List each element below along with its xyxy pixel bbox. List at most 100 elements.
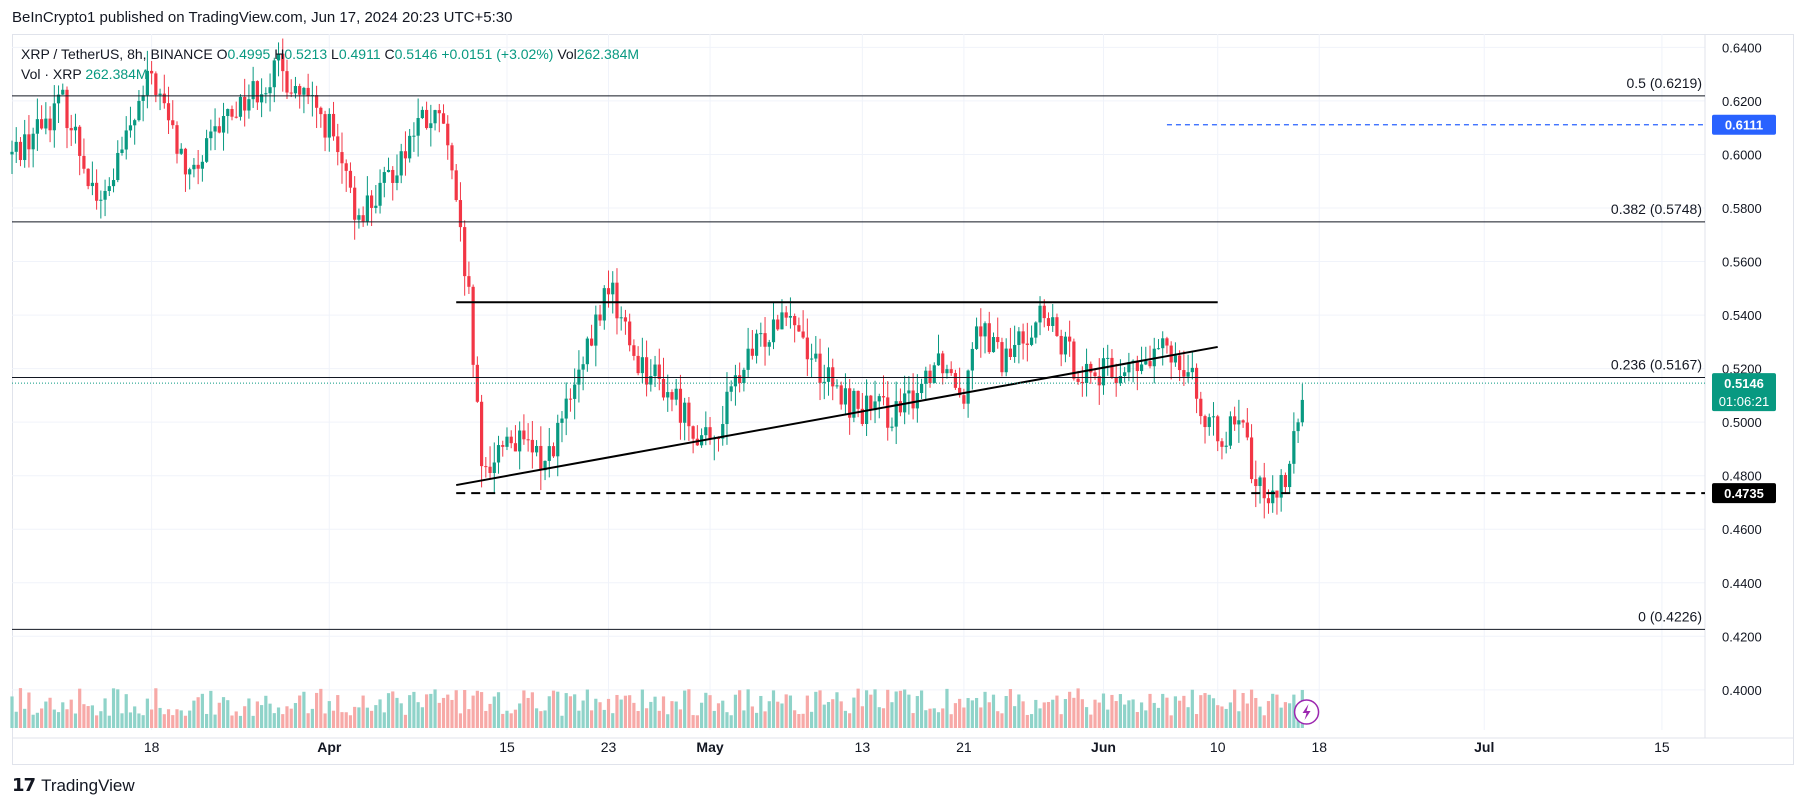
- candle-body: [179, 148, 183, 154]
- volume-bar: [814, 691, 818, 728]
- candle-body: [488, 466, 492, 474]
- candle-body: [1220, 441, 1224, 447]
- volume-bar: [695, 715, 699, 728]
- candle-body: [1216, 416, 1220, 442]
- volume-bar: [344, 712, 348, 728]
- volume-bar: [501, 713, 505, 728]
- candle-body: [534, 445, 539, 453]
- candle-body: [403, 151, 408, 159]
- price-badge-label: 0.6111: [1725, 118, 1763, 133]
- candle-body: [1008, 348, 1013, 357]
- candle-body: [298, 86, 302, 95]
- volume-bar: [162, 714, 166, 728]
- candle-body: [1245, 422, 1249, 438]
- candle-body: [873, 401, 877, 411]
- volume-bar: [209, 690, 213, 728]
- volume-bar: [594, 698, 598, 728]
- candle-body: [446, 123, 450, 146]
- volume-legend-label[interactable]: Vol · XRP: [21, 66, 82, 82]
- candle-body: [814, 353, 818, 359]
- candle-body: [1021, 331, 1025, 344]
- candle-body: [374, 205, 378, 208]
- candle-body: [615, 282, 619, 319]
- candle-body: [1241, 420, 1245, 423]
- volume-bar: [1046, 701, 1051, 728]
- volume-bar: [1249, 689, 1254, 728]
- volume-bar: [1199, 695, 1203, 728]
- candle-body: [640, 357, 644, 374]
- candle-body: [1258, 477, 1262, 487]
- volume-bar: [78, 688, 82, 728]
- candle-body: [678, 388, 683, 423]
- candle-body: [953, 373, 958, 388]
- candle-body: [721, 424, 725, 439]
- volume-bar: [547, 696, 551, 728]
- volume-bar: [1156, 707, 1161, 728]
- candle-body: [551, 446, 556, 457]
- volume-bar: [691, 715, 695, 728]
- candle-body: [1110, 357, 1114, 378]
- y-tick-label: 0.5200: [1722, 362, 1762, 377]
- candle-body: [606, 288, 611, 295]
- volume-bar: [991, 694, 996, 728]
- candle-body: [128, 125, 133, 131]
- candle-body: [69, 128, 73, 131]
- volume-bar: [1161, 693, 1165, 728]
- y-tick-label: 0.4800: [1722, 469, 1762, 484]
- volume-bar: [374, 705, 378, 728]
- candle-body: [560, 418, 564, 423]
- y-tick-label: 0.4400: [1722, 576, 1762, 591]
- candle-body: [1135, 360, 1139, 372]
- volume-bar: [403, 714, 408, 728]
- candle-body: [272, 60, 276, 88]
- volume-bar: [315, 692, 319, 728]
- volume-bar: [860, 706, 864, 728]
- tradingview-logo[interactable]: 𝟭𝟳 TradingView: [12, 775, 135, 796]
- volume-bar: [776, 701, 780, 728]
- volume-bar: [154, 688, 158, 728]
- candle-body: [1161, 338, 1165, 349]
- candle-body: [632, 345, 636, 356]
- legend-symbol[interactable]: XRP / TetherUS, 8h, BINANCE: [21, 46, 213, 62]
- volume-bar: [763, 711, 767, 728]
- volume-bar: [661, 696, 666, 728]
- volume-bar: [213, 714, 217, 728]
- volume-bar: [911, 713, 915, 728]
- candle-body: [78, 126, 82, 156]
- y-tick-label: 0.4200: [1722, 629, 1762, 644]
- volume-bar: [560, 715, 564, 728]
- volume-bar: [171, 715, 175, 728]
- volume-bar: [767, 701, 771, 728]
- volume-bar: [1127, 700, 1131, 728]
- candle-body: [1228, 416, 1233, 446]
- volume-bar: [1144, 710, 1148, 728]
- candle-body: [95, 182, 99, 201]
- candle-body: [945, 369, 949, 374]
- candle-body: [966, 370, 970, 404]
- candle-body: [264, 93, 268, 95]
- volume-bar: [484, 710, 488, 728]
- volume-bar: [44, 701, 48, 728]
- volume-bar: [848, 713, 852, 728]
- volume-bar: [166, 709, 171, 728]
- volume-bar: [150, 709, 154, 728]
- volume-bar: [128, 712, 133, 728]
- volume-bar: [86, 706, 90, 728]
- volume-bar: [1254, 697, 1258, 728]
- candle-body: [784, 312, 788, 318]
- candle-body: [361, 215, 365, 222]
- volume-bar: [179, 710, 183, 728]
- candle-body: [319, 107, 323, 115]
- candle-body: [793, 315, 797, 326]
- volume-bar: [1008, 689, 1013, 728]
- volume-bar: [382, 712, 386, 728]
- candle-body: [1106, 357, 1110, 359]
- candle-body: [1283, 475, 1288, 488]
- volume-bar: [348, 715, 353, 728]
- candle-body: [1178, 355, 1182, 371]
- candle-body: [154, 73, 158, 96]
- candle-body: [1093, 372, 1097, 377]
- volume-bar: [674, 701, 678, 728]
- volume-bar: [111, 688, 116, 728]
